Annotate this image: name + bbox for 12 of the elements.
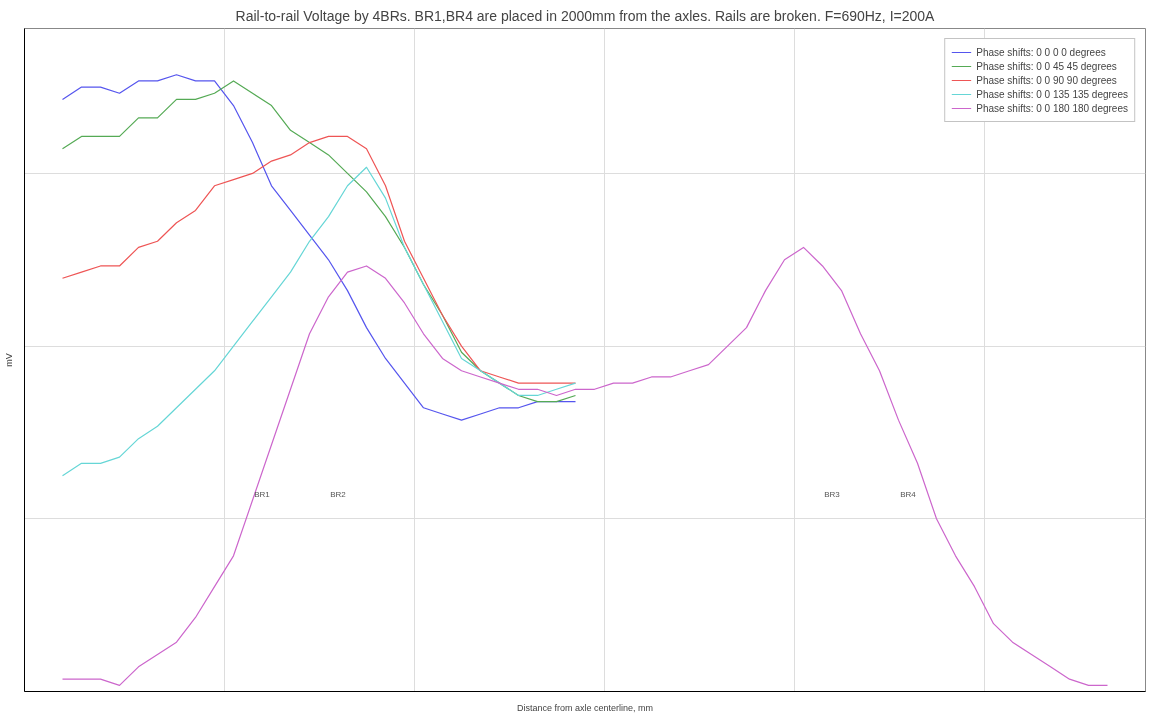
annotation: BR3 [824,489,841,499]
legend-label: Phase shifts: 0 0 45 45 degrees [976,60,1117,72]
legend-label: Phase shifts: 0 0 0 0 degrees [976,46,1106,58]
y-axis-title: mV [3,353,14,367]
legend-label: Phase shifts: 0 0 135 135 degrees [976,88,1128,100]
legend-label: Phase shifts: 0 0 180 180 degrees [976,102,1128,114]
x-axis-title: Distance from axle centerline, mm [516,702,654,713]
legend-label: Phase shifts: 0 0 90 90 degrees [976,74,1117,86]
annotation: BR4 [900,489,917,499]
annotation: BR2 [330,489,347,499]
annotation: BR1 [254,489,271,499]
chart-title: Rail-to-rail Voltage by 4BRs. BR1,BR4 are placed in 2000mm from the axles. Rails are broken. F=690Hz, I=200A [235,7,936,24]
